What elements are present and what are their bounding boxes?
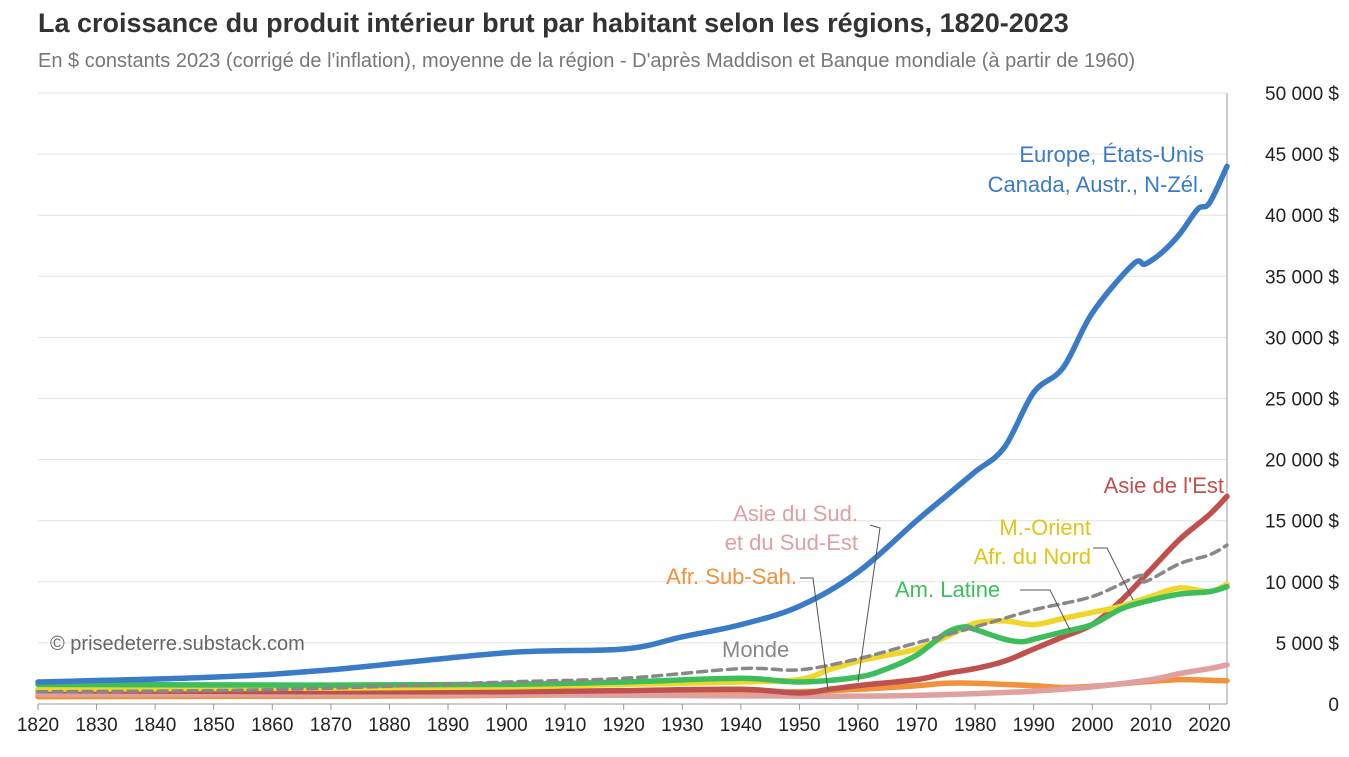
label-world: Monde bbox=[722, 637, 789, 662]
x-tick-label: 1880 bbox=[368, 715, 410, 736]
x-tick-label: 1960 bbox=[837, 715, 879, 736]
x-tick-label: 1840 bbox=[134, 715, 176, 736]
x-tick-label: 1830 bbox=[75, 715, 117, 736]
x-tick-label: 1940 bbox=[720, 715, 762, 736]
y-tick-label: 30 000 $ bbox=[1265, 328, 1339, 349]
x-tick-label: 1900 bbox=[485, 715, 527, 736]
label-mena-line2: Afr. du Nord bbox=[974, 544, 1091, 569]
x-tick-label: 1970 bbox=[895, 715, 937, 736]
label-ssa: Afr. Sub-Sah. bbox=[666, 564, 797, 589]
y-tick-label: 10 000 $ bbox=[1265, 573, 1339, 594]
label-leader-line bbox=[1093, 547, 1134, 601]
y-tick-label: 35 000 $ bbox=[1265, 267, 1339, 288]
x-tick-label: 1990 bbox=[1013, 715, 1055, 736]
series-line-am-latine bbox=[35, 583, 1230, 688]
y-tick-label: 5 000 $ bbox=[1276, 634, 1340, 655]
y-tick-label: 20 000 $ bbox=[1265, 451, 1339, 472]
y-tick-label: 15 000 $ bbox=[1265, 512, 1339, 533]
credit-text: © prisedeterre.substack.com bbox=[50, 633, 305, 655]
label-leader-line bbox=[857, 524, 881, 683]
series-line-monde bbox=[36, 543, 1229, 694]
y-tick-label: 45 000 $ bbox=[1265, 145, 1339, 166]
x-tick-label: 1860 bbox=[251, 715, 293, 736]
label-leader-lines bbox=[800, 524, 1134, 691]
y-tick-label: 50 000 $ bbox=[1265, 84, 1339, 105]
chart-title: La croissance du produit intérieur brut … bbox=[38, 8, 1069, 38]
x-tick-label: 1930 bbox=[661, 715, 703, 736]
x-tick-label: 1890 bbox=[427, 715, 469, 736]
label-south-asia-line1: Asie du Sud. bbox=[733, 501, 858, 526]
label-latam: Am. Latine bbox=[895, 577, 1000, 602]
label-south-asia-line2: et du Sud-Est bbox=[725, 530, 858, 555]
label-leader-line bbox=[800, 577, 829, 691]
label-mena-line1: M.-Orient bbox=[999, 515, 1091, 540]
series-line-asie-de-l-est bbox=[35, 493, 1230, 696]
series-line-asie-du-sud-et-du-sud-est bbox=[35, 662, 1230, 699]
label-europe-line2: Canada, Austr., N-Zél. bbox=[988, 172, 1204, 197]
label-leader-line bbox=[1020, 589, 1071, 631]
axes: 0 5 000 $ 10 000 $ 15 000 $ 20 000 $ 25 000 $… bbox=[17, 84, 1340, 736]
chart-subtitle: En $ constants 2023 (corrigé de l'inflat… bbox=[38, 50, 1136, 72]
x-tick-label: 1820 bbox=[17, 715, 59, 736]
x-tick-label: 1870 bbox=[310, 715, 352, 736]
label-europe-line1: Europe, États-Unis bbox=[1019, 142, 1204, 167]
series-lines bbox=[35, 163, 1230, 700]
x-tick-label: 1980 bbox=[954, 715, 996, 736]
x-tick-label: 2020 bbox=[1188, 715, 1230, 736]
x-tick-label: 1920 bbox=[603, 715, 645, 736]
label-east-asia: Asie de l'Est bbox=[1104, 473, 1224, 498]
x-tick-label: 1950 bbox=[778, 715, 820, 736]
y-tick-label: 0 bbox=[1328, 695, 1339, 716]
series-line-europe-tats-unis-canada-austr-n-z-l bbox=[35, 163, 1230, 685]
y-tick-label: 25 000 $ bbox=[1265, 390, 1339, 411]
x-tick-label: 2000 bbox=[1071, 715, 1113, 736]
y-tick-label: 40 000 $ bbox=[1265, 206, 1339, 227]
x-tick-label: 2010 bbox=[1130, 715, 1172, 736]
x-tick-label: 1850 bbox=[193, 715, 235, 736]
x-tick-label: 1910 bbox=[544, 715, 586, 736]
